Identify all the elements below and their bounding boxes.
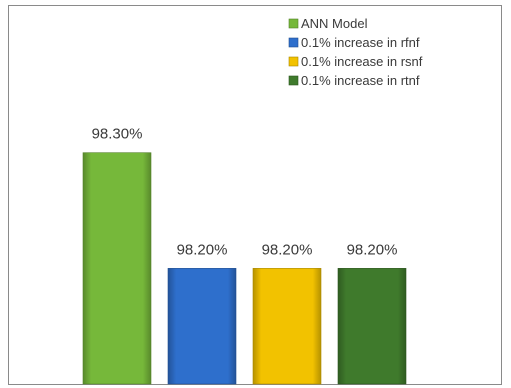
legend-swatch-3 bbox=[288, 56, 299, 67]
bars-layer bbox=[82, 152, 407, 385]
bar-2 bbox=[167, 268, 237, 385]
legend-label-4: 0.1% increase in rtnf bbox=[301, 73, 420, 88]
legend-label-1: ANN Model bbox=[301, 16, 368, 31]
legend-label-3: 0.1% increase in rsnf bbox=[301, 54, 423, 69]
data-label-4: 98.20% bbox=[347, 241, 398, 258]
data-label-1: 98.30% bbox=[92, 126, 143, 143]
legend: ANN Model 0.1% increase in rfnf 0.1% incre… bbox=[288, 16, 423, 88]
chart-frame: 98.30% 98.20% 98.20% 98.20% ANN Model 0.1% i… bbox=[8, 5, 502, 385]
data-labels-layer: 98.30% 98.20% 98.20% 98.20% bbox=[92, 126, 398, 259]
data-label-2: 98.20% bbox=[177, 241, 228, 258]
data-label-3: 98.20% bbox=[262, 241, 313, 258]
bar-3 bbox=[252, 268, 322, 385]
legend-swatch-2 bbox=[288, 37, 299, 48]
legend-swatch-4 bbox=[288, 75, 299, 86]
bar-chart: 98.30% 98.20% 98.20% 98.20% ANN Model 0.1% i… bbox=[82, 16, 423, 385]
legend-label-2: 0.1% increase in rfnf bbox=[301, 35, 420, 50]
legend-swatch-1 bbox=[288, 18, 299, 29]
bar-4 bbox=[337, 268, 407, 385]
bar-1 bbox=[82, 152, 152, 385]
